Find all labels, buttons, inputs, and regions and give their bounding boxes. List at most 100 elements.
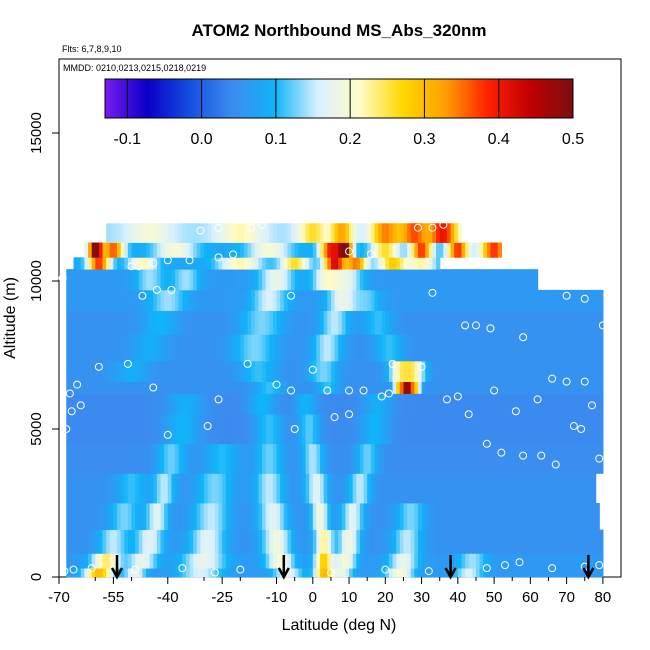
heatmap-cell bbox=[450, 473, 455, 504]
heatmap-cell bbox=[439, 568, 444, 578]
heatmap-cell bbox=[247, 310, 252, 335]
heatmap-cell bbox=[461, 381, 466, 394]
heatmap-cell bbox=[167, 310, 172, 335]
heatmap-cell bbox=[138, 414, 143, 445]
heatmap-cell bbox=[189, 242, 194, 258]
heatmap-cell bbox=[562, 334, 568, 362]
heatmap-cell bbox=[497, 334, 502, 362]
heatmap-cell bbox=[204, 473, 209, 504]
heatmap-cell bbox=[243, 473, 249, 504]
heatmap-cell bbox=[334, 443, 339, 474]
heatmap-cell bbox=[428, 242, 434, 258]
heatmap-cell bbox=[338, 393, 343, 415]
heatmap-cell bbox=[240, 473, 245, 504]
heatmap-cell bbox=[417, 334, 423, 362]
heatmap-cell bbox=[254, 223, 260, 243]
heatmap-cell bbox=[381, 334, 386, 362]
heatmap-cell bbox=[439, 553, 444, 569]
x-tick-label: 20 bbox=[377, 589, 394, 606]
heatmap-cell bbox=[80, 334, 85, 362]
heatmap-cell bbox=[327, 289, 332, 311]
heatmap-cell bbox=[106, 242, 111, 258]
heatmap-cell bbox=[171, 473, 176, 504]
heatmap-cell bbox=[124, 360, 129, 383]
heatmap-cell bbox=[88, 289, 93, 311]
heatmap-cell bbox=[573, 473, 579, 504]
sample-point bbox=[598, 321, 607, 330]
x-tick-label: 80 bbox=[595, 589, 612, 606]
heatmap-cell bbox=[113, 257, 118, 270]
heatmap-cell bbox=[160, 503, 165, 531]
heatmap-cell bbox=[225, 334, 231, 362]
heatmap-cell bbox=[533, 473, 539, 504]
heatmap-cell bbox=[378, 414, 383, 445]
heatmap-cell bbox=[294, 568, 299, 578]
heatmap-cell bbox=[164, 443, 169, 474]
heatmap-cell bbox=[254, 334, 260, 362]
heatmap-cell bbox=[204, 503, 209, 531]
heatmap-cell bbox=[385, 393, 390, 415]
heatmap-cell bbox=[577, 503, 582, 531]
heatmap-cell bbox=[312, 242, 318, 258]
heatmap-cell bbox=[370, 257, 376, 270]
heatmap-cell bbox=[494, 393, 499, 415]
heatmap-cell bbox=[127, 568, 133, 578]
heatmap-cell bbox=[341, 568, 347, 578]
heatmap-cell bbox=[472, 242, 477, 258]
heatmap-cell bbox=[359, 310, 365, 335]
heatmap-cell bbox=[421, 393, 426, 415]
heatmap-cell bbox=[88, 414, 93, 445]
heatmap-cell bbox=[283, 310, 289, 335]
heatmap-cell bbox=[225, 360, 231, 383]
heatmap-cell bbox=[537, 393, 542, 415]
sample-point bbox=[569, 422, 578, 431]
heatmap-cell bbox=[258, 289, 263, 311]
heatmap-cell bbox=[113, 223, 118, 243]
heatmap-cell bbox=[479, 414, 484, 445]
sample-point bbox=[326, 568, 335, 577]
heatmap-cell bbox=[287, 223, 292, 243]
heatmap-cell bbox=[501, 443, 506, 474]
heatmap-cell bbox=[272, 289, 278, 311]
heatmap-cell bbox=[320, 529, 325, 554]
heatmap-cell bbox=[298, 289, 303, 311]
heatmap-cell bbox=[338, 334, 343, 362]
heatmap-cell bbox=[164, 553, 169, 569]
heatmap-cell bbox=[370, 529, 376, 554]
heatmap-cell bbox=[443, 289, 448, 311]
heatmap-cell bbox=[120, 503, 125, 531]
heatmap-cell bbox=[327, 223, 332, 243]
heatmap-cell bbox=[95, 242, 100, 258]
heatmap-cell bbox=[468, 503, 473, 531]
heatmap-cell bbox=[131, 473, 136, 504]
heatmap-cell bbox=[138, 553, 143, 569]
heatmap-cell bbox=[465, 443, 470, 474]
heatmap-cell bbox=[265, 334, 270, 362]
sample-point bbox=[548, 374, 557, 383]
heatmap-cell bbox=[475, 503, 481, 531]
heatmap-cell bbox=[229, 393, 234, 415]
heatmap-cell bbox=[240, 414, 245, 445]
heatmap-cell bbox=[501, 553, 506, 569]
heatmap-cell bbox=[588, 529, 593, 554]
heatmap-cell bbox=[240, 289, 245, 311]
heatmap-cell bbox=[577, 553, 582, 569]
heatmap-cell bbox=[272, 443, 278, 474]
heatmap-cell bbox=[171, 414, 176, 445]
heatmap-cell bbox=[320, 443, 325, 474]
heatmap-cell bbox=[566, 360, 571, 383]
heatmap-cell bbox=[599, 393, 604, 415]
heatmap-cell bbox=[399, 223, 405, 243]
heatmap-cell bbox=[153, 360, 158, 383]
heatmap-cell bbox=[225, 529, 231, 554]
heatmap-cell bbox=[581, 289, 586, 311]
heatmap-cell bbox=[363, 223, 368, 243]
sample-point bbox=[167, 285, 176, 294]
heatmap-cell bbox=[236, 529, 241, 554]
heatmap-cell bbox=[374, 257, 379, 270]
heatmap-cell bbox=[504, 269, 510, 291]
heatmap-cell bbox=[149, 223, 154, 243]
heatmap-cell bbox=[175, 443, 180, 474]
heatmap-cell bbox=[443, 443, 448, 474]
heatmap-cell bbox=[559, 529, 564, 554]
